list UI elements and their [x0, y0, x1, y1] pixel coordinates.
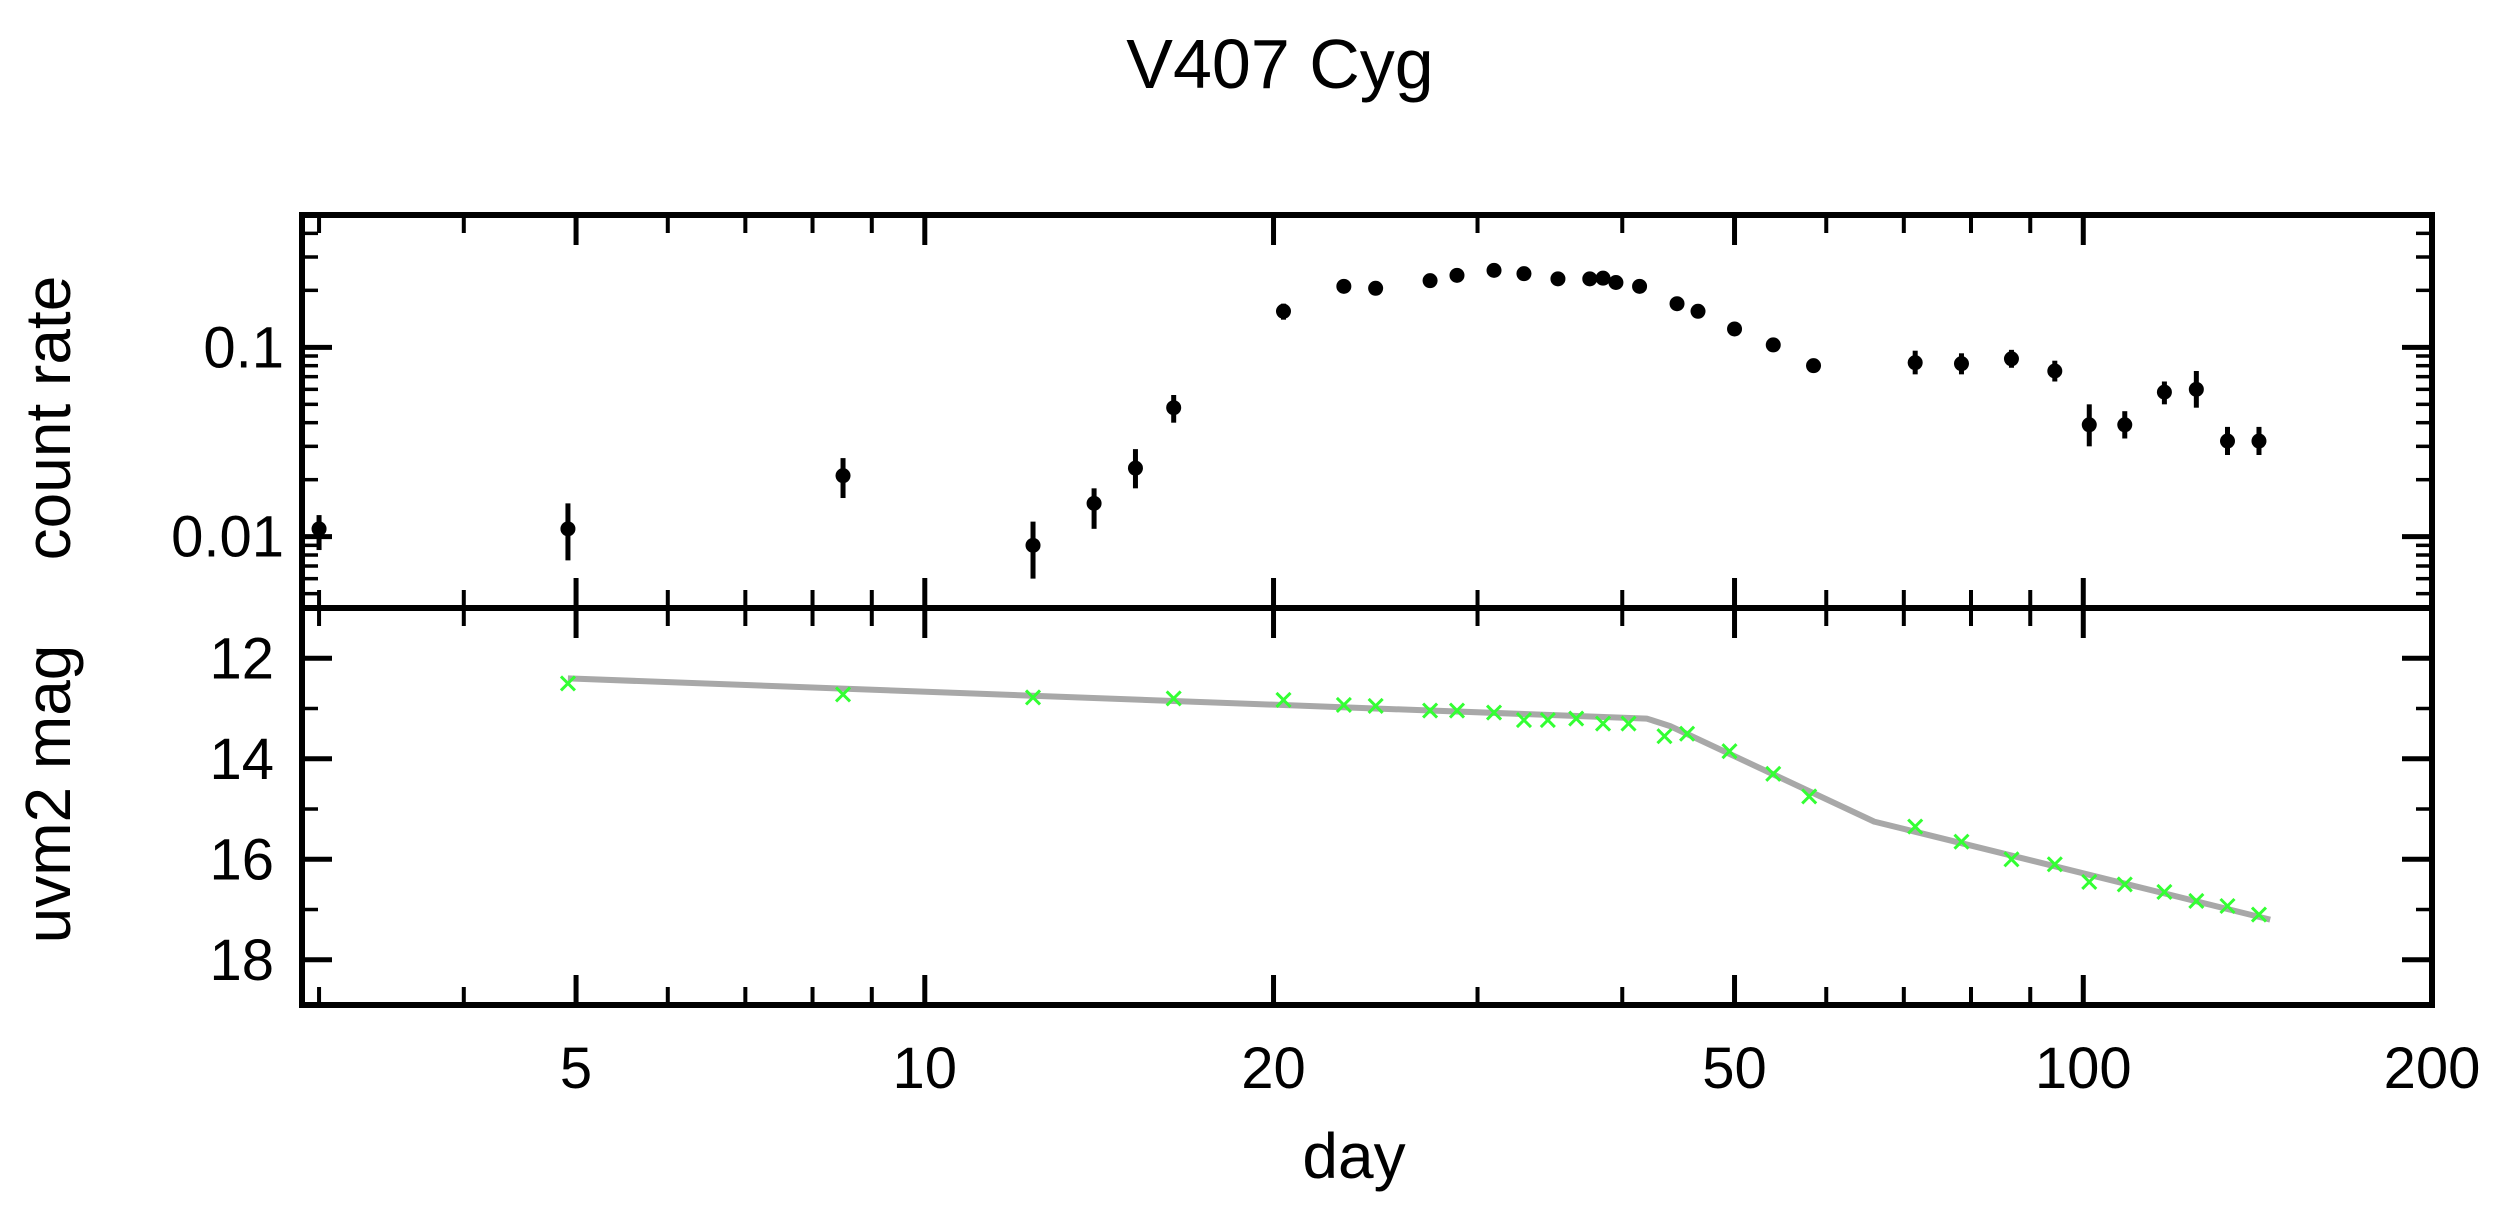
bottom-panel	[299, 605, 2435, 1008]
bottom-y-tick-label: 14	[209, 727, 274, 792]
uvm2-point	[1485, 704, 1503, 721]
uvm2-point	[1568, 710, 1585, 727]
count-rate-point	[1166, 400, 1182, 416]
count-rate-point	[560, 521, 576, 537]
bottom-y-axis-label: uvm2 mag	[12, 645, 84, 944]
count-rate-point	[1632, 278, 1648, 294]
x-axis-label: day	[1302, 1120, 1405, 1192]
uvm2-point	[1656, 728, 1673, 745]
count-rate-point	[1336, 278, 1352, 294]
top-y-axis-label: count rate	[12, 276, 84, 561]
x-tick-label: 100	[2035, 1036, 2132, 1101]
uvm2-point	[1620, 715, 1637, 732]
uvm2-point	[1953, 833, 1970, 850]
uvm2-point	[1335, 696, 1352, 714]
count-rate-point	[1449, 267, 1465, 283]
count-rate-point	[1422, 273, 1438, 289]
count-rate-point	[1608, 275, 1624, 291]
uvm2-point	[2250, 906, 2268, 923]
top-y-tick-labels: 0.01 0.1	[171, 315, 284, 569]
uvm2-point	[2116, 876, 2133, 893]
uvm2-point	[559, 675, 577, 692]
x-tick-label: 200	[2384, 1036, 2481, 1101]
uvm2-point	[1594, 715, 1612, 732]
count-rate-point	[2156, 384, 2172, 400]
uvm2-point	[1907, 818, 1924, 835]
count-rate-point	[1765, 337, 1781, 353]
uvm2-point	[1765, 765, 1782, 782]
chart-title: V407 Cyg	[1126, 25, 1433, 103]
top-y-tick-label: 0.01	[171, 505, 284, 570]
count-rate-point	[1516, 266, 1532, 282]
bottom-y-tick-label: 16	[209, 827, 274, 892]
uvm2-point	[2156, 883, 2173, 900]
uvm2-point	[1539, 712, 1556, 729]
count-rate-point	[1275, 303, 1291, 319]
x-tick-label: 5	[560, 1036, 592, 1101]
uvm2-point	[1448, 702, 1466, 719]
uvm2-point	[1367, 697, 1384, 715]
count-rate-point	[835, 468, 851, 484]
uvm2-point	[1275, 691, 1292, 709]
count-rate-point	[1595, 270, 1611, 286]
count-rate-point	[1907, 355, 1923, 371]
top-panel	[299, 212, 2435, 611]
count-rate-point	[1025, 537, 1041, 553]
x-tick-label: 20	[1241, 1036, 1306, 1101]
uvm2-point	[1721, 743, 1738, 760]
uvm2-point	[2046, 856, 2063, 873]
uvm2-model-line	[567, 675, 2271, 923]
uvm2-point	[2003, 851, 2020, 868]
count-rate-point	[2220, 433, 2236, 449]
uvm2-point	[1422, 702, 1439, 719]
count-rate-point	[1127, 460, 1143, 476]
count-rate-point	[1806, 358, 1822, 374]
count-rate-point	[1953, 356, 1969, 372]
top-y-tick-label: 0.1	[203, 315, 284, 380]
uvm2-point	[2081, 873, 2098, 890]
bottom-y-tick-label: 12	[209, 626, 274, 691]
count-rate-point	[2047, 363, 2063, 379]
bottom-y-tick-label: 18	[209, 928, 274, 993]
count-rate-point	[1727, 321, 1743, 337]
count-rate-point	[1550, 271, 1566, 287]
top-panel-frame	[299, 212, 2435, 611]
count-rate-point	[311, 521, 327, 537]
uvm2-point	[1165, 690, 1182, 707]
count-rate-point	[1486, 262, 1502, 278]
count-rate-point	[2188, 381, 2204, 397]
bottom-y-tick-labels: 12 14 16 18	[209, 626, 274, 993]
count-rate-point	[1368, 280, 1384, 296]
bottom-panel-frame	[299, 605, 2435, 1008]
uvm2-point	[1801, 788, 1818, 805]
x-tick-label: 50	[1702, 1036, 1767, 1101]
uvm2-point	[2188, 892, 2205, 910]
count-rate-point	[1086, 495, 1102, 511]
count-rate-point	[2003, 351, 2019, 367]
uvm2-point	[834, 686, 852, 703]
x-tick-label: 10	[893, 1036, 958, 1101]
x-tick-labels: 5 10 20 50 100 200	[560, 1036, 2480, 1101]
count-rate-point	[2081, 417, 2097, 433]
uvm2-point	[1024, 689, 1042, 706]
count-rate-point	[2251, 433, 2267, 449]
data-series	[311, 262, 2271, 923]
count-rate-point	[1582, 271, 1598, 287]
count-rate-point	[1690, 303, 1706, 319]
count-rate-point	[1669, 296, 1685, 312]
count-rate-point	[2117, 417, 2133, 433]
uvm2-point	[1679, 725, 1696, 742]
uvm2-point	[1515, 712, 1533, 729]
uvm2-point	[2219, 897, 2236, 915]
